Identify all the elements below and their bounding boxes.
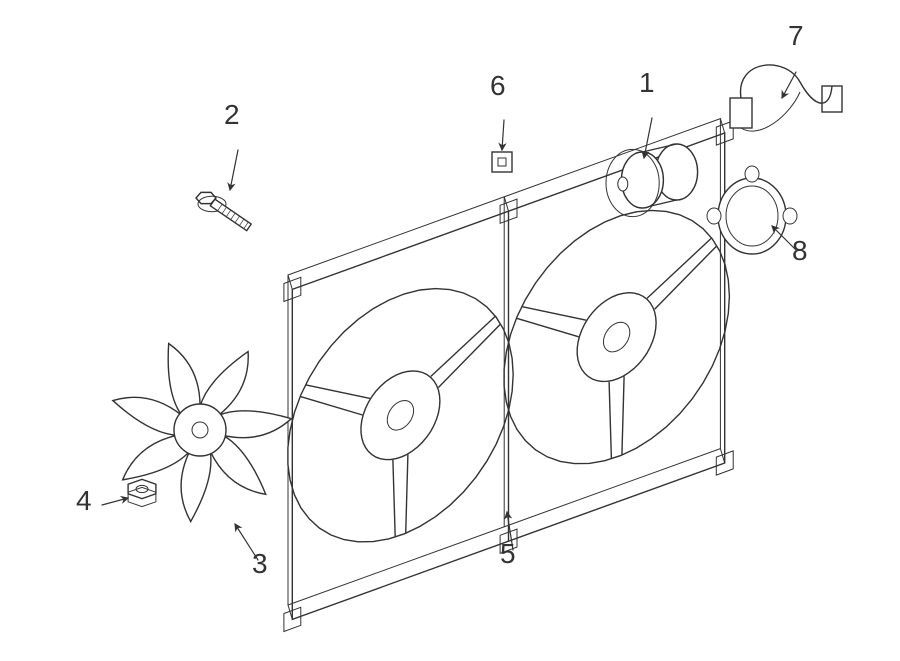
callout-8: 8 <box>792 237 808 265</box>
callout-3: 3 <box>252 550 268 578</box>
parts-diagram: 1 2 3 4 5 6 7 8 <box>0 0 900 661</box>
callout-5: 5 <box>500 540 516 568</box>
callout-4: 4 <box>76 487 92 515</box>
callout-1: 1 <box>639 69 655 97</box>
callout-7: 7 <box>788 22 804 50</box>
diagram-svg <box>0 0 900 661</box>
callout-2: 2 <box>224 101 240 129</box>
callout-6: 6 <box>490 72 506 100</box>
